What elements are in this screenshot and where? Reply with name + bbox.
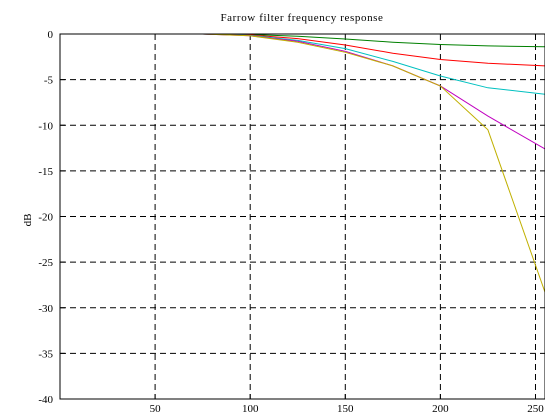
x-tick-label: 200 [432,403,449,415]
series-line-5 [60,33,545,150]
series-line-3 [60,33,545,67]
series-lines [60,33,545,293]
x-tick-label: 150 [337,403,354,415]
x-tick-label: 100 [242,403,259,415]
grid-lines [60,34,545,399]
axis-ticks: 50 100 150 200 250 0 -5 -10 -15 -20 -25 -30 -35 -40 [38,29,544,415]
y-tick-label: 0 [48,29,54,41]
y-tick-label: -35 [38,348,53,360]
y-tick-label: -30 [38,303,53,315]
y-tick-label: -20 [38,212,53,224]
series-line-2 [60,33,545,48]
chart-title: Farrow filter frequency response [220,12,383,24]
x-tick-label: 50 [150,403,162,415]
y-tick-label: -25 [38,257,53,269]
y-axis-label: dB [22,214,34,227]
x-tick-label: 250 [527,403,544,415]
y-tick-label: -40 [38,394,53,406]
y-tick-label: -15 [38,166,53,178]
y-tick-label: -10 [38,120,53,132]
series-line-6 [60,33,545,293]
y-tick-label: -5 [44,75,54,87]
